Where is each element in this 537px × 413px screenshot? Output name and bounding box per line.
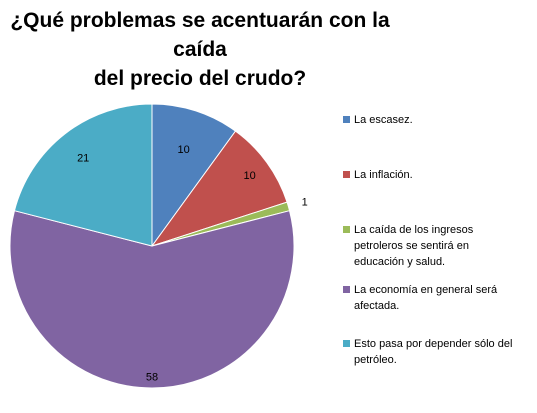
data-label-inflacion: 10 xyxy=(243,170,255,182)
data-label-economia: 58 xyxy=(146,372,158,384)
data-label-ingresos: 1 xyxy=(302,197,308,209)
pie-slice-petroleo xyxy=(13,103,153,247)
legend-swatch-ingresos xyxy=(343,226,350,233)
pie-data-labels: 10 10 1 58 21 xyxy=(77,144,308,384)
pie-slice-economia xyxy=(9,210,295,389)
legend-item-escasez: La escasez. xyxy=(343,112,533,128)
legend-label-ingresos: La caída de los ingresos petroleros se s… xyxy=(354,224,474,268)
legend-swatch-inflacion xyxy=(343,171,350,178)
chart-title-line-2: del precio del crudo? xyxy=(93,67,307,90)
legend-item-inflacion: La inflación. xyxy=(343,167,533,183)
legend-label-inflacion: La inflación. xyxy=(354,169,413,181)
legend-swatch-economia xyxy=(343,286,350,293)
legend-swatch-escasez xyxy=(343,116,350,123)
legend-item-economia: La economía en general será afectada. xyxy=(343,282,533,314)
pie-slice-escasez xyxy=(151,103,237,248)
chart-title-line-1: ¿Qué problemas se acentuarán con la caíd… xyxy=(10,9,390,61)
data-label-petroleo: 21 xyxy=(77,152,89,164)
pie-slice-inflacion xyxy=(150,130,288,247)
data-label-escasez: 10 xyxy=(177,144,189,156)
legend-label-economia: La economía en general será afectada. xyxy=(354,284,498,312)
chart-title: ¿Qué problemas se acentuarán con la caíd… xyxy=(0,6,400,93)
legend-swatch-petroleo xyxy=(343,340,350,347)
legend-label-petroleo: Esto pasa por depender sólo del petróleo… xyxy=(354,338,513,366)
legend-item-ingresos: La caída de los ingresos petroleros se s… xyxy=(343,222,533,270)
pie-slices xyxy=(9,103,295,389)
legend-label-escasez: La escasez. xyxy=(354,114,413,126)
legend-item-petroleo: Esto pasa por depender sólo del petróleo… xyxy=(343,336,533,368)
